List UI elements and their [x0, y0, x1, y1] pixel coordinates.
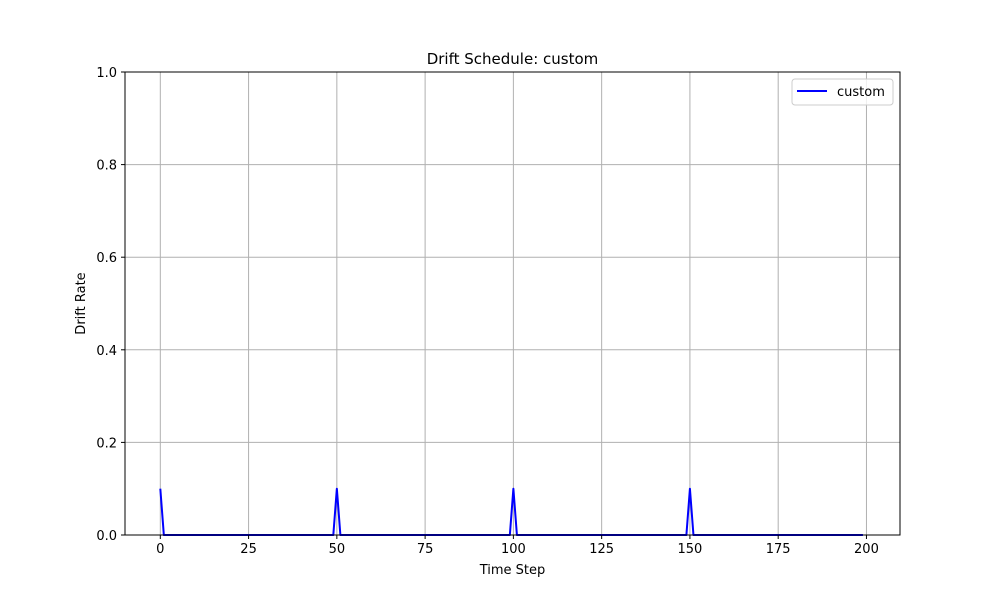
y-tick-label: 0.6	[96, 251, 117, 266]
x-tick-label: 150	[678, 542, 703, 557]
chart-title: Drift Schedule: custom	[427, 50, 599, 68]
y-tick-label: 0.4	[96, 344, 117, 359]
series-line-custom	[160, 489, 863, 535]
x-tick-label: 100	[501, 542, 526, 557]
x-tick-label: 25	[240, 542, 257, 557]
y-tick-label: 0.2	[96, 436, 117, 451]
x-tick-label: 0	[156, 542, 164, 557]
x-axis-label: Time Step	[479, 563, 546, 578]
x-tick-label: 75	[417, 542, 434, 557]
y-axis-label: Drift Rate	[74, 272, 89, 334]
tick-layer: 0 25 50 75 100 125 150 175 200 0.0 0.2 0.4 0.6 0.8 1.0	[96, 66, 879, 557]
y-tick-label: 1.0	[96, 66, 117, 81]
x-tick-label: 125	[589, 542, 614, 557]
x-tick-label: 200	[854, 542, 879, 557]
y-tick-label: 0.0	[96, 529, 117, 544]
legend: custom	[792, 79, 893, 105]
plot-area-frame	[125, 72, 900, 535]
series-layer	[160, 489, 863, 535]
y-tick-label: 0.8	[96, 159, 117, 174]
x-tick-label: 50	[329, 542, 346, 557]
x-tick-label: 175	[766, 542, 791, 557]
legend-label-custom: custom	[837, 85, 885, 100]
grid-layer	[125, 72, 900, 535]
